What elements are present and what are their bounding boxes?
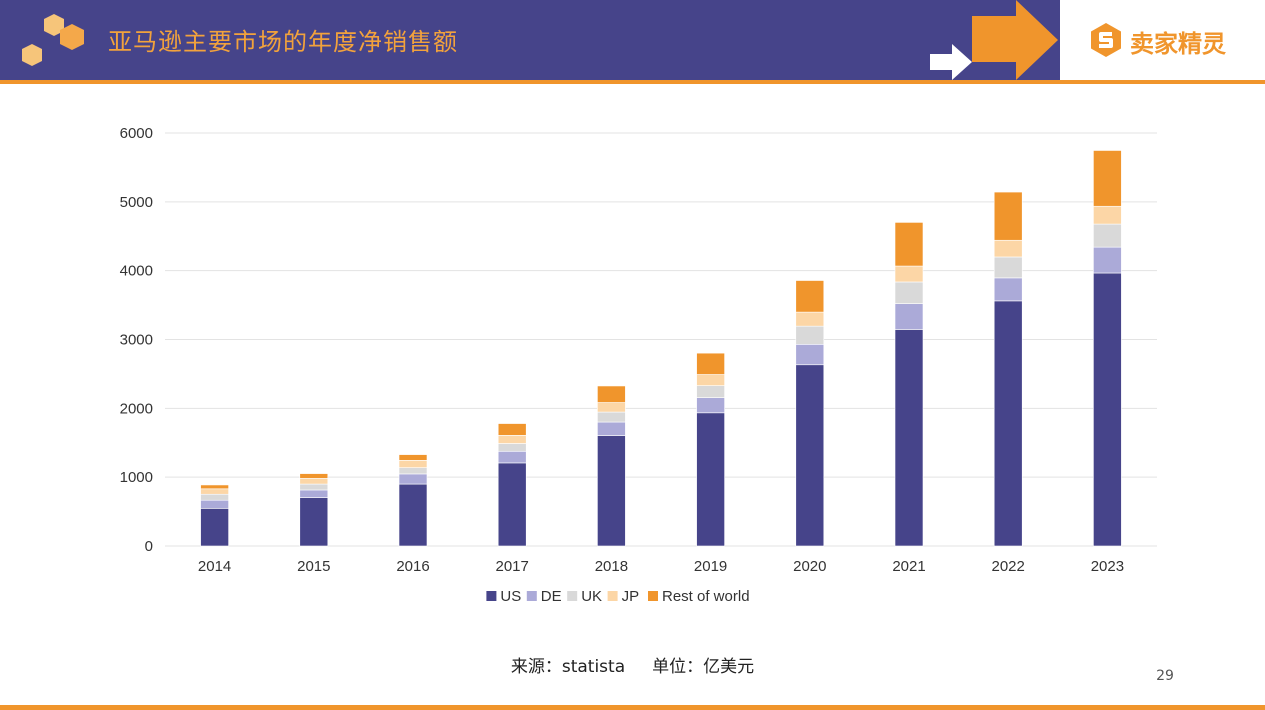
page-number: 29 [1156,668,1174,684]
bar-segment [1093,205,1122,225]
bar-segment [299,478,329,485]
bar-segment [795,325,825,345]
bar-segment [795,311,825,327]
y-tick-label: 3000 [120,332,153,349]
bar-segment [894,303,924,330]
y-tick-label: 2000 [120,400,153,417]
x-tick-label: 2015 [297,558,330,575]
bar-segment [200,499,229,509]
x-tick-label: 2017 [496,558,529,575]
bar-segment [597,385,626,403]
legend-swatch [648,591,658,601]
bar-segment [894,329,924,547]
footer-divider [0,705,1265,710]
bar-segment [1093,246,1122,274]
bar-segment [398,460,428,468]
legend-swatch [526,591,537,601]
bar-segment [497,443,527,452]
bar-segment [398,454,428,461]
legend-swatch [607,591,618,601]
legend-swatch [486,591,497,601]
bar-segment [597,421,626,436]
bar-segment [993,300,1023,547]
bar-segment [696,352,725,375]
stacked-bar-chart: 0 1000 2000 3000 4000 5000 6000 2014 2015 2016 201… [120,125,1157,605]
slide-title: 亚马逊主要市场的年度净销售额 [108,28,458,56]
bar-segment [299,497,329,547]
bar-segment [696,385,725,398]
header-divider [0,80,1265,84]
x-tick-label: 2020 [793,558,826,575]
bar-segment [200,508,229,547]
y-tick-label: 4000 [120,263,153,280]
brand-name: 卖家精灵 [1130,30,1226,58]
bar-segment [200,484,229,490]
y-tick-label: 5000 [120,194,153,211]
slide-header: 亚马逊主要市场的年度净销售额 卖家精灵 [0,0,1265,80]
bar-segment [299,483,329,491]
bar-segment [993,256,1023,279]
legend-label: Rest of world [662,588,750,605]
bar-segment [398,473,428,485]
bar-segment [993,191,1023,241]
bar-segment [1093,223,1122,248]
bar-segment [795,364,825,547]
bar-segment [200,493,229,501]
hexagon-cluster-icon [22,14,84,66]
legend-label: UK [581,588,602,605]
bar-segment [497,423,527,436]
legend-label: DE [541,588,562,605]
bar-segment [894,281,924,304]
bar-segment [299,473,329,479]
x-tick-label: 2022 [992,558,1025,575]
bar-segment [398,467,428,475]
bar-segment [497,435,527,444]
bar-segment [795,280,825,313]
y-tick-label: 6000 [120,125,153,142]
y-tick-label: 0 [145,538,153,555]
arrow-right-icon [930,44,972,80]
bar-segment [497,450,527,464]
legend-label: JP [622,588,640,605]
x-tick-label: 2019 [694,558,727,575]
bar-segment [299,489,329,498]
x-tick-label: 2021 [892,558,925,575]
y-tick-label: 1000 [120,469,153,486]
bar-segment [696,412,725,547]
x-tick-label: 2023 [1091,558,1124,575]
source-note: 来源：statista 单位：亿美元 [510,657,755,677]
bar-segment [993,277,1023,302]
bar-segment [398,483,428,547]
arrow-right-icon [972,0,1058,80]
x-tick-label: 2014 [198,558,231,575]
bar-segment [1093,272,1122,547]
bar-segment [597,402,626,413]
legend-label: US [500,588,521,605]
bar-segment [597,435,626,547]
bar-segment [894,222,924,267]
x-tick-label: 2016 [396,558,429,575]
bar-segment [200,488,229,495]
bar-segment [597,411,626,423]
bar-segment [1093,150,1122,207]
seller-sprite-s-icon [1091,23,1121,57]
bar-segment [993,239,1023,258]
bar-segment [696,397,725,414]
x-tick-label: 2018 [595,558,628,575]
bar-segment [795,344,825,366]
bar-segment [696,374,725,386]
bar-segment [894,265,924,283]
legend-swatch [567,591,578,601]
bar-segment [497,462,527,547]
